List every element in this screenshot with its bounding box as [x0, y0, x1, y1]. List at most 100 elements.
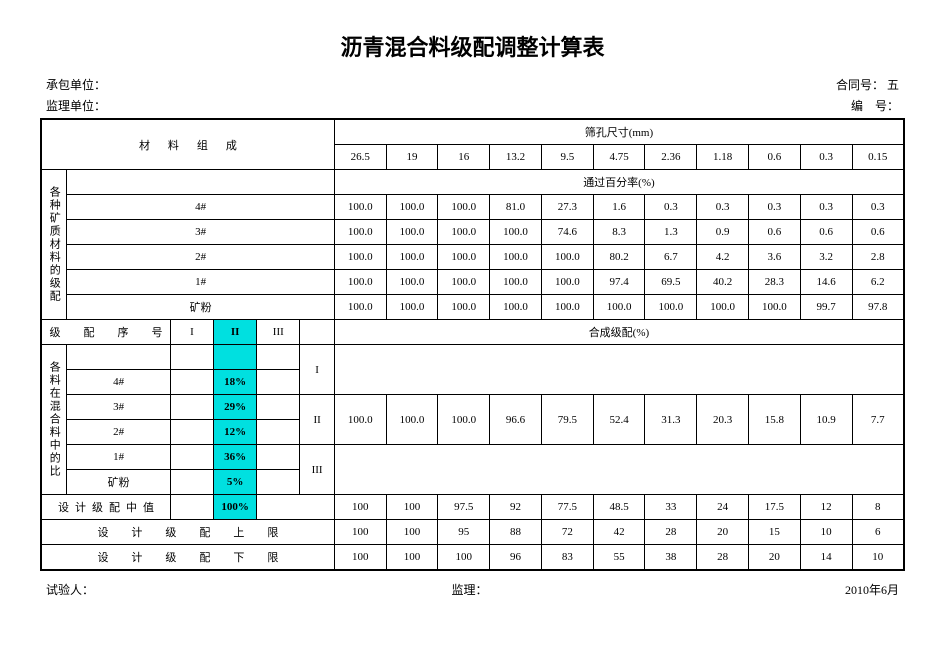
- m2-10: 2.8: [852, 245, 904, 270]
- cII-6: 31.3: [645, 395, 697, 445]
- mid-I: [170, 495, 213, 520]
- header-row-2: 监理单位： 编 号：: [40, 97, 905, 116]
- block-I-label: I: [300, 345, 335, 395]
- dl-3: 96: [490, 545, 542, 571]
- dl-2: 100: [438, 545, 490, 571]
- m4-8: 0.3: [749, 195, 801, 220]
- dm-1: 100: [386, 495, 438, 520]
- mp-8: 100.0: [749, 295, 801, 320]
- m2-7: 4.2: [697, 245, 749, 270]
- m2-3: 100.0: [490, 245, 542, 270]
- mix-1-I: [170, 445, 213, 470]
- m4-9: 0.3: [800, 195, 852, 220]
- dm-10: 8: [852, 495, 904, 520]
- dl-1: 100: [386, 545, 438, 571]
- m4-6: 0.3: [645, 195, 697, 220]
- design-mid-label: 设计级配中值: [41, 495, 170, 520]
- mix-3-III: [257, 395, 300, 420]
- dl-5: 55: [593, 545, 645, 571]
- cII-1: 100.0: [386, 395, 438, 445]
- mix-empty-label: [67, 345, 171, 370]
- mp-4: 100.0: [541, 295, 593, 320]
- m2-6: 6.7: [645, 245, 697, 270]
- design-lower-label: 设 计 级 配 下 限: [41, 545, 334, 571]
- du-7: 20: [697, 520, 749, 545]
- mix-2-I: [170, 420, 213, 445]
- various-in-mix-label: 各料在混合料中的比: [41, 345, 67, 495]
- grading-table: 材料组成 筛孔尺寸(mm) 26.5 19 16 13.2 9.5 4.75 2…: [40, 118, 905, 571]
- m3-7: 0.9: [697, 220, 749, 245]
- mp-6: 100.0: [645, 295, 697, 320]
- footer-tester: 试验人：: [46, 581, 94, 598]
- dm-3: 92: [490, 495, 542, 520]
- m4-5: 1.6: [593, 195, 645, 220]
- mp-0: 100.0: [334, 295, 386, 320]
- serial-no: 编 号：: [851, 97, 899, 116]
- dl-10: 10: [852, 545, 904, 571]
- du-1: 100: [386, 520, 438, 545]
- m2-4: 100.0: [541, 245, 593, 270]
- cII-5: 52.4: [593, 395, 645, 445]
- dl-0: 100: [334, 545, 386, 571]
- sieve-2: 16: [438, 145, 490, 170]
- m3-2: 100.0: [438, 220, 490, 245]
- du-2: 95: [438, 520, 490, 545]
- mix-4-III: [257, 370, 300, 395]
- sieve-7: 1.18: [697, 145, 749, 170]
- m3-8: 0.6: [749, 220, 801, 245]
- sieve-3: 13.2: [490, 145, 542, 170]
- block-II-label: II: [300, 395, 335, 445]
- mix-p-III: [257, 470, 300, 495]
- material-composition-header: 材料组成: [41, 119, 334, 170]
- mix-2-III: [257, 420, 300, 445]
- sieve-5: 4.75: [593, 145, 645, 170]
- m1-3: 100.0: [490, 270, 542, 295]
- du-5: 42: [593, 520, 645, 545]
- footer-row: 试验人： 监理： 2010年6月: [40, 581, 905, 598]
- m1-2: 100.0: [438, 270, 490, 295]
- sieve-1: 19: [386, 145, 438, 170]
- cII-8: 15.8: [749, 395, 801, 445]
- contractor-label: 承包单位：: [46, 76, 106, 95]
- du-8: 15: [749, 520, 801, 545]
- header-row-1: 承包单位： 合同号： 五: [40, 76, 905, 95]
- du-4: 72: [541, 520, 593, 545]
- sieve-9: 0.3: [800, 145, 852, 170]
- m2-0: 100.0: [334, 245, 386, 270]
- mix-p-label: 矿粉: [67, 470, 171, 495]
- dm-9: 12: [800, 495, 852, 520]
- composite-III-row: [334, 445, 904, 495]
- mp-2: 100.0: [438, 295, 490, 320]
- cII-3: 96.6: [490, 395, 542, 445]
- m4-4: 27.3: [541, 195, 593, 220]
- m1-10: 6.2: [852, 270, 904, 295]
- mid-II: 100%: [214, 495, 257, 520]
- sieve-size-header: 筛孔尺寸(mm): [334, 119, 904, 145]
- mix-empty-II: [214, 345, 257, 370]
- contract-no-value: 五: [887, 78, 899, 92]
- m3-9: 0.6: [800, 220, 852, 245]
- various-grading-label: 各种矿质材料的级配: [41, 170, 67, 320]
- mat-2-label: 2#: [67, 245, 335, 270]
- mp-10: 97.8: [852, 295, 904, 320]
- cII-9: 10.9: [800, 395, 852, 445]
- cII-4: 79.5: [541, 395, 593, 445]
- serial-label: 编 号：: [851, 99, 899, 113]
- cII-2: 100.0: [438, 395, 490, 445]
- mix-2-label: 2#: [67, 420, 171, 445]
- m2-2: 100.0: [438, 245, 490, 270]
- mat-powder-label: 矿粉: [67, 295, 335, 320]
- mp-7: 100.0: [697, 295, 749, 320]
- m3-6: 1.3: [645, 220, 697, 245]
- dl-6: 38: [645, 545, 697, 571]
- m1-4: 100.0: [541, 270, 593, 295]
- block-III-label: III: [300, 445, 335, 495]
- mix-2-II: 12%: [214, 420, 257, 445]
- dm-4: 77.5: [541, 495, 593, 520]
- m4-0: 100.0: [334, 195, 386, 220]
- seq-blank: [300, 320, 335, 345]
- du-3: 88: [490, 520, 542, 545]
- mix-p-I: [170, 470, 213, 495]
- du-9: 10: [800, 520, 852, 545]
- m1-6: 69.5: [645, 270, 697, 295]
